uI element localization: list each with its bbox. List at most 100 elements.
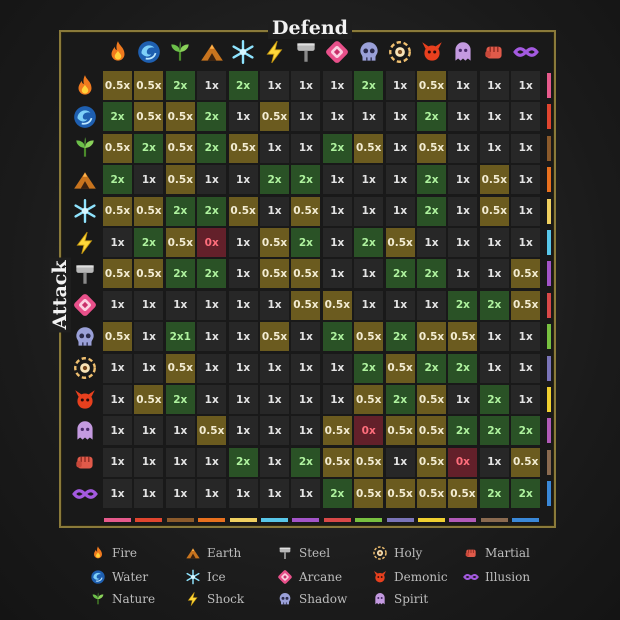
cell-holy-vs-holy: 0.5x <box>385 353 415 383</box>
cell-shadow-vs-martial: 1x <box>479 322 509 352</box>
cell-martial-vs-nature: 1x <box>165 447 195 477</box>
cell-steel-vs-spirit: 1x <box>448 259 478 289</box>
cell-fire-vs-martial: 1x <box>479 71 509 100</box>
legend-item-martial: Martial <box>463 545 530 561</box>
cell-arcane-vs-illusion: 0.5x <box>511 290 541 320</box>
cell-shock-vs-shock: 0.5x <box>260 228 289 257</box>
cell-demonic-vs-shadow: 0.5x <box>354 385 384 414</box>
cell-shock-vs-shadow: 2x <box>354 228 384 257</box>
cell-earth-vs-ice: 1x <box>228 165 258 195</box>
cell-ice-vs-water: 0.5x <box>134 196 164 226</box>
cell-water-vs-demonic: 2x <box>417 102 446 132</box>
cell-demonic-vs-arcane: 1x <box>322 385 352 414</box>
cell-demonic-vs-water: 0.5x <box>134 385 164 414</box>
cell-shock-vs-holy: 0.5x <box>385 228 415 257</box>
row-color-bar-martial <box>547 449 551 475</box>
cell-water-vs-fire: 2x <box>103 102 132 132</box>
cell-water-vs-arcane: 1x <box>322 102 352 132</box>
cell-demonic-vs-steel: 1x <box>291 385 321 414</box>
column-header-demonic-demonic-icon <box>419 39 445 65</box>
shock-icon <box>185 591 204 607</box>
illusion-icon <box>463 569 482 585</box>
legend-label: Arcane <box>299 570 343 584</box>
cell-martial-vs-holy: 1x <box>385 447 415 477</box>
cell-steel-vs-ice: 1x <box>228 259 258 289</box>
cell-arcane-vs-ice: 1x <box>228 290 258 320</box>
row-header-demonic-demonic-icon <box>72 387 98 413</box>
cell-water-vs-shock: 0.5x <box>260 102 289 132</box>
row-header-shock-shock-icon <box>72 230 98 256</box>
row-color-bar-holy <box>547 355 551 381</box>
row-header-fire-fire-icon <box>72 73 98 99</box>
cell-illusion-vs-holy: 0.5x <box>385 479 415 509</box>
cell-illusion-vs-martial: 2x <box>479 479 509 509</box>
cell-demonic-vs-holy: 2x <box>385 385 415 414</box>
cell-shadow-vs-spirit: 0.5x <box>448 322 478 352</box>
cell-earth-vs-steel: 2x <box>291 165 321 195</box>
cell-arcane-vs-martial: 2x <box>479 290 509 320</box>
arcane-icon <box>277 569 296 585</box>
legend-label: Shock <box>207 592 245 606</box>
cell-water-vs-martial: 1x <box>479 102 509 132</box>
cell-shock-vs-spirit: 1x <box>448 228 478 257</box>
legend-item-water: Water <box>90 569 148 585</box>
cell-fire-vs-spirit: 1x <box>448 71 478 100</box>
row-header-arcane-arcane-icon <box>72 292 98 318</box>
cell-steel-vs-demonic: 2x <box>417 259 446 289</box>
column-color-bar-steel <box>292 518 320 522</box>
cell-holy-vs-arcane: 1x <box>322 353 352 383</box>
cell-ice-vs-steel: 0.5x <box>291 196 321 226</box>
cell-arcane-vs-nature: 1x <box>165 290 195 320</box>
cell-ice-vs-shadow: 1x <box>354 196 384 226</box>
legend-item-fire: Fire <box>90 545 137 561</box>
column-header-martial-martial-icon <box>481 39 507 65</box>
legend-item-earth: Earth <box>185 545 241 561</box>
row-header-holy-holy-icon <box>72 355 98 381</box>
cell-ice-vs-martial: 0.5x <box>479 196 509 226</box>
cell-arcane-vs-earth: 1x <box>197 290 227 320</box>
cell-demonic-vs-shock: 1x <box>260 385 289 414</box>
cell-illusion-vs-demonic: 0.5x <box>417 479 446 509</box>
column-color-bar-demonic <box>418 518 445 522</box>
cell-steel-vs-holy: 2x <box>385 259 415 289</box>
cell-shadow-vs-demonic: 0.5x <box>417 322 446 352</box>
cell-holy-vs-shock: 1x <box>260 353 289 383</box>
cell-demonic-vs-nature: 2x <box>165 385 195 414</box>
row-header-ice-ice-icon <box>72 198 98 224</box>
cell-demonic-vs-martial: 2x <box>479 385 509 414</box>
cell-holy-vs-nature: 0.5x <box>165 353 195 383</box>
column-header-water-water-icon <box>136 39 162 65</box>
cell-earth-vs-fire: 2x <box>103 165 132 195</box>
column-header-nature-nature-icon <box>167 39 193 65</box>
column-header-illusion-illusion-icon <box>512 39 539 65</box>
legend-label: Martial <box>485 546 530 560</box>
cell-nature-vs-earth: 2x <box>197 133 227 163</box>
cell-holy-vs-illusion: 1x <box>511 353 541 383</box>
cell-martial-vs-fire: 1x <box>103 447 132 477</box>
cell-nature-vs-steel: 1x <box>291 133 321 163</box>
cell-martial-vs-earth: 1x <box>197 447 227 477</box>
column-color-bar-holy <box>386 518 414 522</box>
column-header-ice-ice-icon <box>230 39 256 65</box>
cell-nature-vs-spirit: 1x <box>448 133 478 163</box>
cell-holy-vs-spirit: 2x <box>448 353 478 383</box>
cell-steel-vs-illusion: 0.5x <box>511 259 541 289</box>
row-color-bar-earth <box>547 167 551 193</box>
cell-arcane-vs-steel: 0.5x <box>291 290 321 320</box>
cell-fire-vs-shadow: 2x <box>354 71 384 100</box>
cell-spirit-vs-earth: 0.5x <box>197 416 227 446</box>
cell-earth-vs-spirit: 1x <box>448 165 478 195</box>
cell-shadow-vs-shadow: 0.5x <box>354 322 384 352</box>
row-color-bar-steel <box>547 261 551 287</box>
cell-arcane-vs-shadow: 1x <box>354 290 384 320</box>
cell-ice-vs-demonic: 2x <box>417 196 446 226</box>
cell-steel-vs-shock: 0.5x <box>260 259 289 289</box>
cell-water-vs-spirit: 1x <box>448 102 478 132</box>
row-color-bar-nature <box>547 135 551 161</box>
spirit-icon <box>372 591 391 607</box>
cell-ice-vs-shock: 1x <box>260 196 289 226</box>
cell-shock-vs-water: 2x <box>134 228 164 257</box>
cell-demonic-vs-demonic: 0.5x <box>417 385 446 414</box>
cell-water-vs-ice: 1x <box>228 102 258 132</box>
cell-water-vs-holy: 1x <box>385 102 415 132</box>
